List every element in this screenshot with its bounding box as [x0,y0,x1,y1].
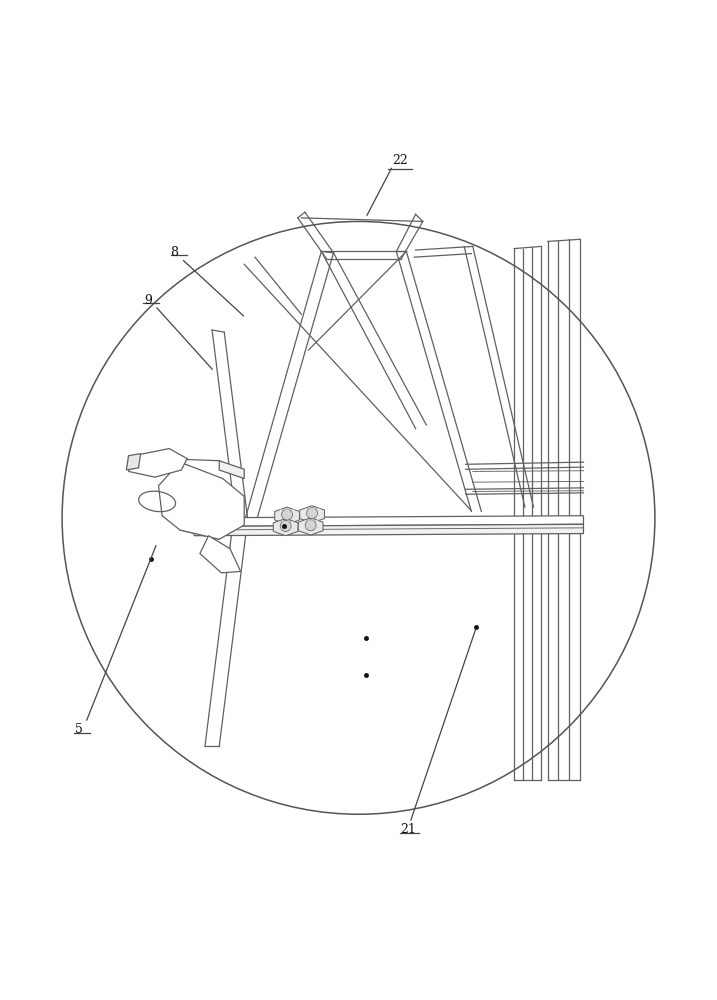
Text: 22: 22 [392,154,408,167]
Polygon shape [194,524,584,536]
Polygon shape [300,506,325,523]
Circle shape [305,520,316,531]
Text: 9: 9 [144,294,152,307]
Text: 8: 8 [170,246,179,259]
Polygon shape [275,507,300,524]
Circle shape [307,508,318,519]
Text: 5: 5 [75,723,82,736]
Polygon shape [158,462,244,539]
Polygon shape [200,536,241,573]
Text: 21: 21 [401,823,417,836]
Polygon shape [128,449,187,477]
Circle shape [280,521,291,531]
Circle shape [282,509,293,520]
Polygon shape [273,519,298,536]
Polygon shape [194,516,584,526]
Polygon shape [219,461,244,479]
Polygon shape [298,518,323,535]
Polygon shape [126,454,141,470]
